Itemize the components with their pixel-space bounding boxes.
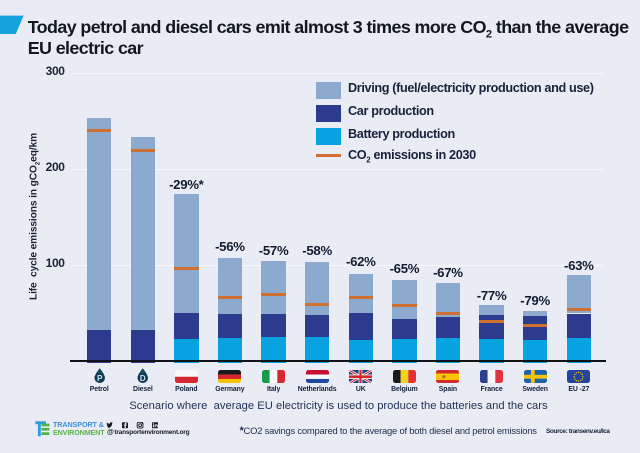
svg-text:D: D <box>140 374 146 383</box>
svg-text:P: P <box>97 374 103 383</box>
